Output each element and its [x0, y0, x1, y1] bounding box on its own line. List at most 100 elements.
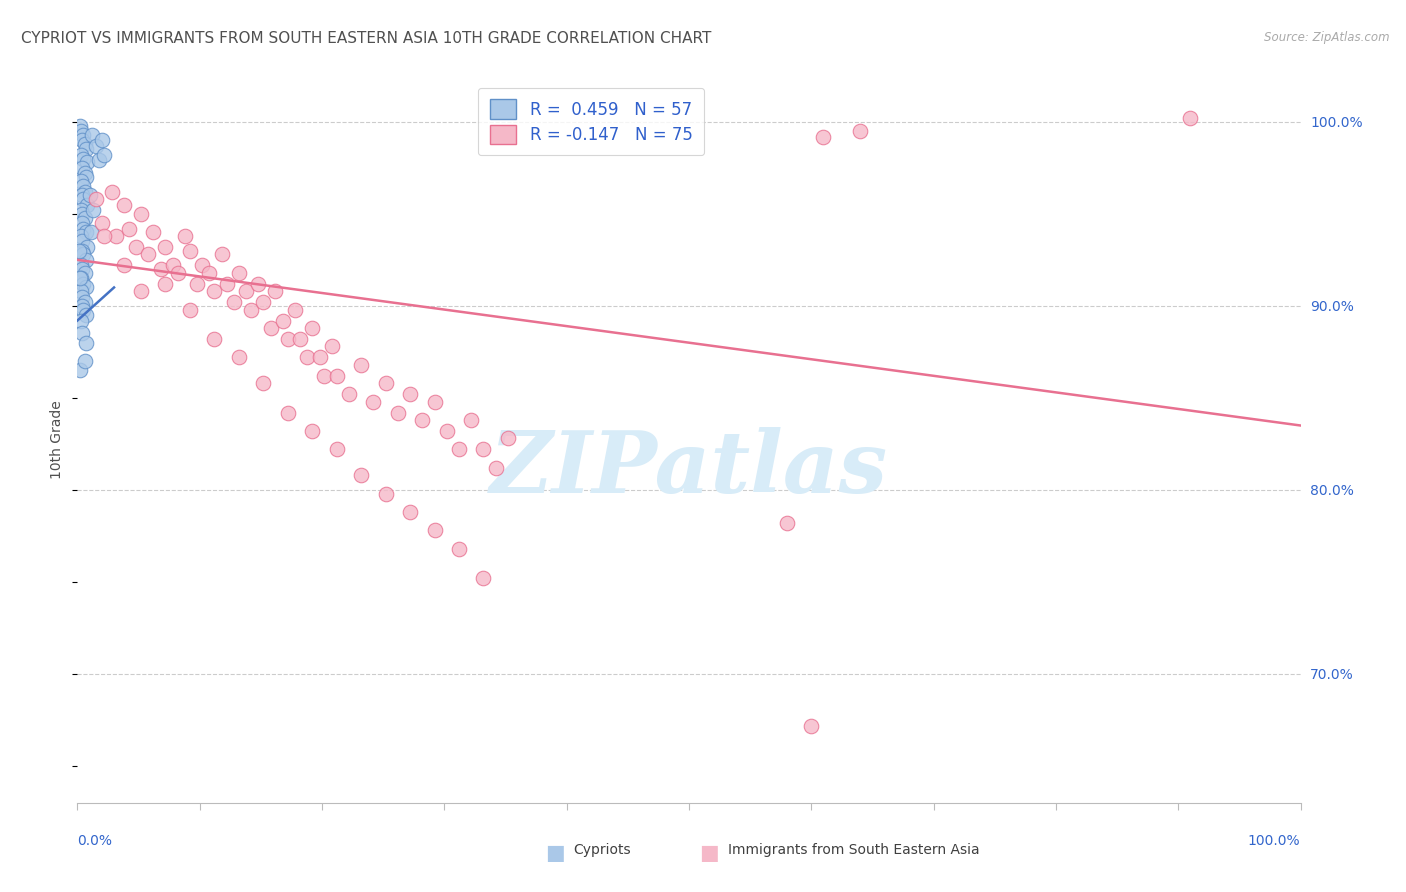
- Point: [271, 313, 294, 327]
- Point: [69, 271, 91, 285]
- Point: [387, 406, 409, 420]
- Point: [284, 302, 307, 317]
- Point: [240, 302, 263, 317]
- Point: [72, 192, 94, 206]
- Point: [70, 188, 93, 202]
- Point: [374, 376, 396, 391]
- Point: [813, 129, 835, 144]
- Point: [399, 505, 422, 519]
- Point: [70, 284, 93, 298]
- Point: [301, 424, 323, 438]
- Point: [90, 216, 112, 230]
- Point: [211, 247, 233, 261]
- Point: [67, 244, 90, 258]
- Point: [436, 424, 458, 438]
- Point: [93, 229, 115, 244]
- Point: [90, 133, 112, 147]
- Point: [399, 387, 422, 401]
- Point: [277, 332, 299, 346]
- Point: [72, 302, 94, 317]
- Point: [70, 207, 93, 221]
- Point: [76, 197, 98, 211]
- Point: [325, 368, 347, 383]
- Point: [191, 259, 214, 273]
- Y-axis label: 10th Grade: 10th Grade: [51, 400, 65, 479]
- Point: [155, 277, 177, 291]
- Point: [374, 486, 396, 500]
- Point: [496, 431, 519, 445]
- Point: [70, 313, 93, 327]
- Point: [460, 413, 482, 427]
- Point: [75, 143, 97, 157]
- Text: CYPRIOT VS IMMIGRANTS FROM SOUTH EASTERN ASIA 10TH GRADE CORRELATION CHART: CYPRIOT VS IMMIGRANTS FROM SOUTH EASTERN…: [21, 31, 711, 46]
- Point: [166, 266, 188, 280]
- Point: [73, 266, 96, 280]
- Point: [235, 284, 257, 298]
- Point: [423, 394, 446, 409]
- Point: [252, 295, 274, 310]
- Point: [75, 308, 97, 322]
- Point: [849, 124, 872, 138]
- Point: [472, 442, 495, 457]
- Point: [70, 124, 93, 138]
- Point: [1180, 111, 1202, 125]
- Point: [105, 229, 128, 244]
- Point: [80, 128, 103, 142]
- Point: [75, 280, 97, 294]
- Point: [118, 221, 141, 235]
- Point: [325, 442, 347, 457]
- Point: [112, 259, 135, 273]
- Point: [350, 468, 373, 483]
- Point: [259, 321, 281, 335]
- Point: [423, 524, 446, 538]
- Point: [174, 229, 197, 244]
- Point: [70, 235, 93, 249]
- Point: [228, 351, 250, 365]
- Point: [70, 174, 93, 188]
- Point: [129, 284, 152, 298]
- Point: [70, 148, 93, 162]
- Text: Immigrants from South Eastern Asia: Immigrants from South Eastern Asia: [728, 843, 980, 857]
- Point: [321, 339, 343, 353]
- Point: [73, 136, 96, 151]
- Point: [70, 133, 93, 147]
- Text: Cypriots: Cypriots: [574, 843, 631, 857]
- Point: [301, 321, 323, 335]
- Point: [288, 332, 311, 346]
- Point: [76, 240, 98, 254]
- Text: 0.0%: 0.0%: [77, 834, 112, 848]
- Point: [70, 259, 93, 273]
- Point: [297, 351, 319, 365]
- Point: [142, 225, 165, 239]
- Point: [70, 290, 93, 304]
- Point: [84, 138, 107, 153]
- Point: [70, 271, 93, 285]
- Point: [69, 363, 91, 377]
- Point: [70, 299, 93, 313]
- Point: [800, 718, 823, 732]
- Text: ZIPatlas: ZIPatlas: [489, 426, 889, 510]
- Point: [72, 247, 94, 261]
- Point: [84, 192, 107, 206]
- Point: [247, 277, 270, 291]
- Point: [80, 225, 103, 239]
- Point: [472, 571, 495, 585]
- Point: [70, 161, 93, 175]
- Point: [76, 155, 98, 169]
- Point: [162, 259, 184, 273]
- Point: [252, 376, 274, 391]
- Point: [100, 185, 122, 199]
- Point: [202, 284, 225, 298]
- Point: [112, 197, 135, 211]
- Point: [186, 277, 208, 291]
- Point: [350, 358, 373, 372]
- Point: [72, 221, 94, 235]
- Point: [82, 203, 104, 218]
- Point: [363, 394, 385, 409]
- Text: ■: ■: [699, 843, 718, 863]
- Point: [75, 252, 97, 267]
- Point: [447, 541, 470, 556]
- Text: ■: ■: [546, 843, 565, 863]
- Point: [72, 179, 94, 194]
- Point: [337, 387, 360, 401]
